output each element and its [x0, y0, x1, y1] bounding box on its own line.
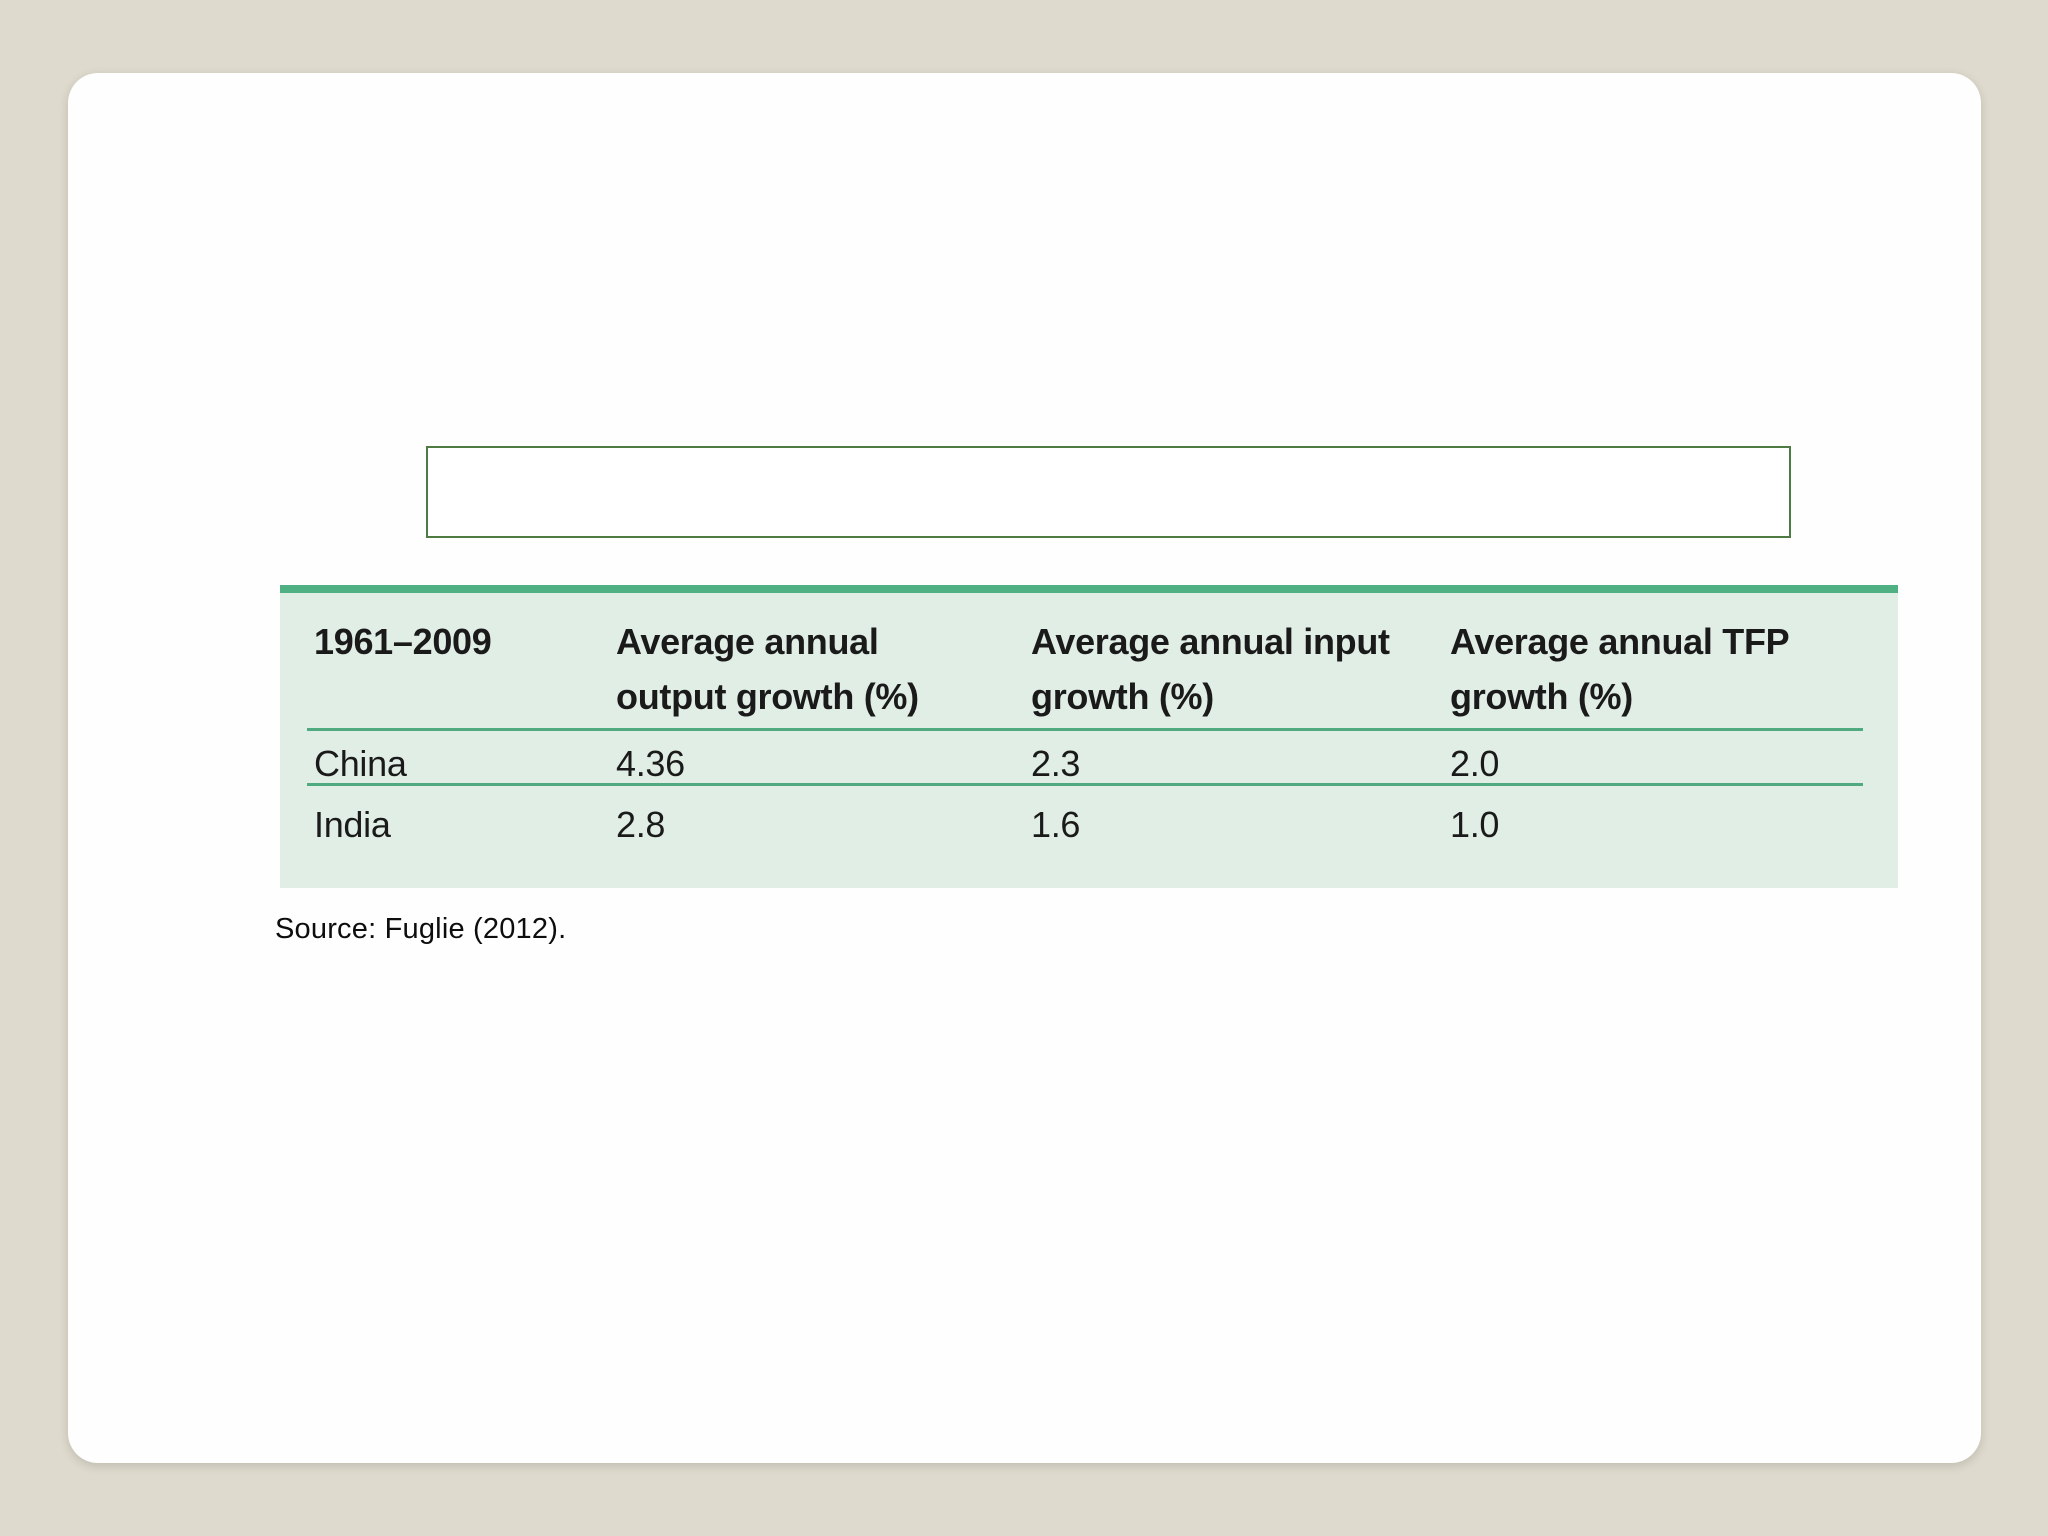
header-separator-line	[307, 728, 1863, 731]
row-separator-line	[307, 783, 1863, 786]
header-cell-period: 1961–2009	[314, 621, 492, 662]
china-input-growth-value: 2.3	[1031, 743, 1081, 784]
slide-card: 1961–2009 Average annual output growth (…	[68, 73, 1981, 1463]
title-placeholder-box	[426, 446, 1791, 538]
india-output-growth-value: 2.8	[616, 804, 666, 845]
data-table: 1961–2009 Average annual output growth (…	[280, 585, 1898, 888]
header-cell-output-growth: Average annual output growth (%)	[616, 621, 919, 717]
row-label-india: India	[314, 804, 391, 845]
india-input-growth-value: 1.6	[1031, 804, 1081, 845]
china-output-growth-value: 4.36	[616, 743, 685, 784]
source-note: Source: Fuglie (2012).	[275, 913, 567, 945]
table-grid: 1961–2009 Average annual output growth (…	[280, 593, 1898, 888]
row-label-china: China	[314, 743, 407, 784]
india-tfp-growth-value: 1.0	[1450, 804, 1500, 845]
header-cell-input-growth: Average annual input growth (%)	[1031, 621, 1390, 717]
header-cell-tfp-growth: Average annual TFP growth (%)	[1450, 621, 1790, 717]
china-tfp-growth-value: 2.0	[1450, 743, 1500, 784]
